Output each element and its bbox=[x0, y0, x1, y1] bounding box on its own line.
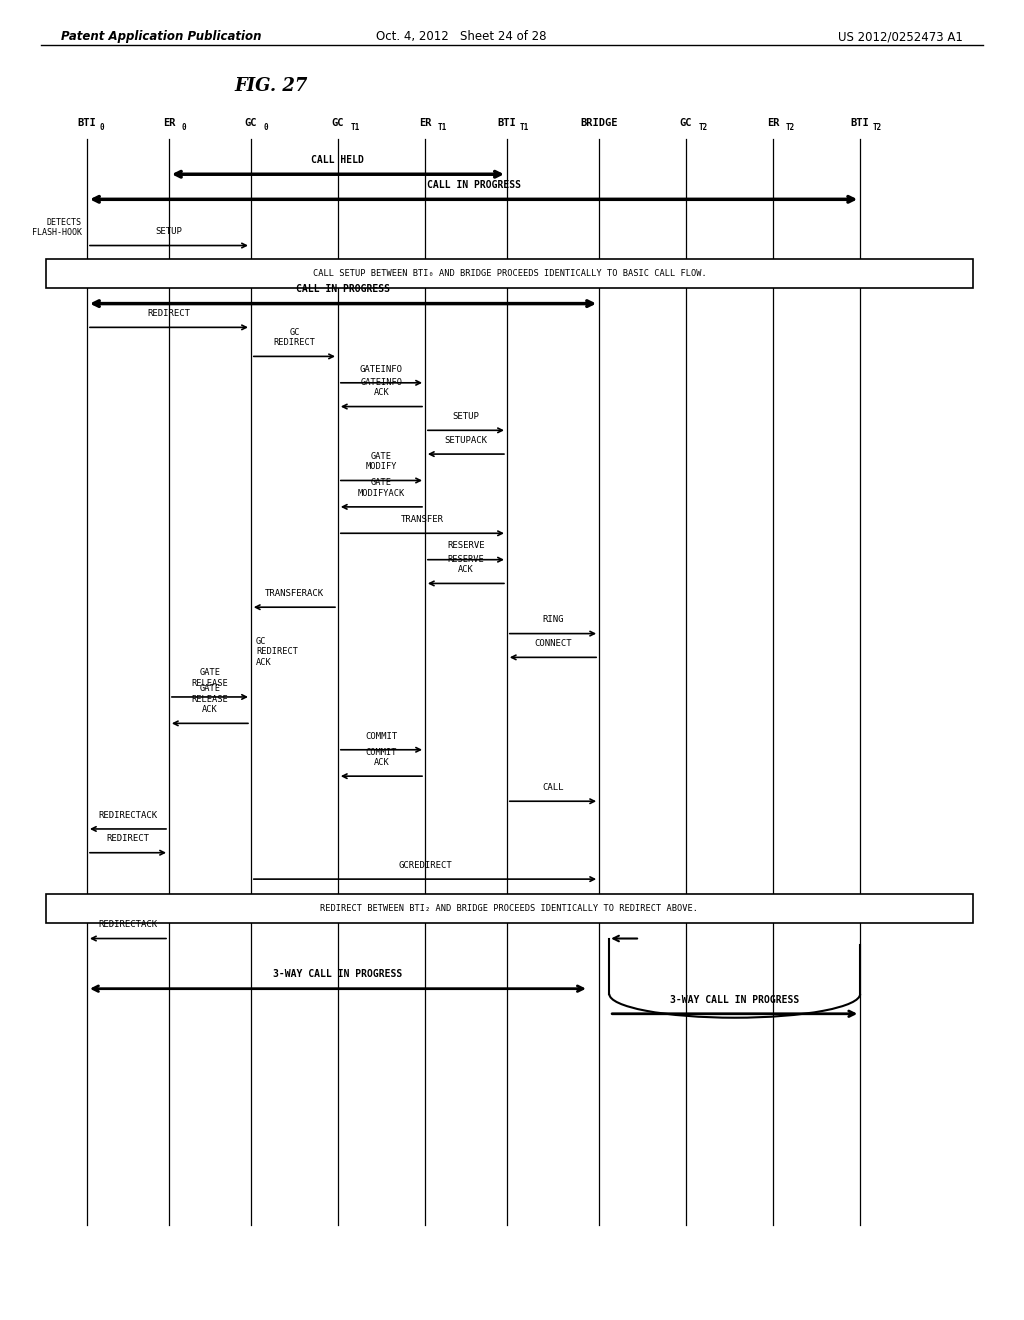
Text: CALL SETUP BETWEEN BTI₀ AND BRIDGE PROCEEDS IDENTICALLY TO BASIC CALL FLOW.: CALL SETUP BETWEEN BTI₀ AND BRIDGE PROCE… bbox=[312, 269, 707, 277]
Text: GATE
RELEASE
ACK: GATE RELEASE ACK bbox=[191, 684, 228, 714]
Text: GC
REDIRECT
ACK: GC REDIRECT ACK bbox=[256, 636, 298, 667]
Text: Patent Application Publication: Patent Application Publication bbox=[61, 30, 262, 44]
Text: RESERVE
ACK: RESERVE ACK bbox=[447, 554, 484, 574]
Text: BTI: BTI bbox=[78, 117, 96, 128]
Text: 3-WAY CALL IN PROGRESS: 3-WAY CALL IN PROGRESS bbox=[273, 969, 402, 979]
Text: COMMIT: COMMIT bbox=[366, 731, 397, 741]
Text: US 2012/0252473 A1: US 2012/0252473 A1 bbox=[838, 30, 963, 44]
Text: BTI: BTI bbox=[498, 117, 516, 128]
Text: T2: T2 bbox=[872, 123, 882, 132]
Text: REDIRECTACK: REDIRECTACK bbox=[98, 920, 158, 929]
Text: GATE
MODIFYACK: GATE MODIFYACK bbox=[357, 478, 406, 498]
Text: GC: GC bbox=[245, 117, 257, 128]
Text: GATE
MODIFY: GATE MODIFY bbox=[366, 451, 397, 471]
Text: 0: 0 bbox=[99, 123, 104, 132]
Text: SETUP: SETUP bbox=[453, 412, 479, 421]
Text: T2: T2 bbox=[698, 123, 708, 132]
Text: TRANSFERACK: TRANSFERACK bbox=[265, 589, 324, 598]
Bar bbox=[46, 259, 973, 288]
Text: RING: RING bbox=[543, 615, 563, 624]
Text: GC: GC bbox=[332, 117, 344, 128]
Text: T1: T1 bbox=[350, 123, 359, 132]
Text: ER: ER bbox=[163, 117, 175, 128]
Text: BRIDGE: BRIDGE bbox=[581, 117, 617, 128]
Text: Oct. 4, 2012   Sheet 24 of 28: Oct. 4, 2012 Sheet 24 of 28 bbox=[376, 30, 546, 44]
Text: SETUPACK: SETUPACK bbox=[444, 436, 487, 445]
Text: DETECTS
FLASH-HOOK: DETECTS FLASH-HOOK bbox=[32, 218, 82, 238]
Text: TRANSFER: TRANSFER bbox=[401, 515, 443, 524]
Text: CALL: CALL bbox=[543, 783, 563, 792]
Text: REDIRECTACK: REDIRECTACK bbox=[98, 810, 158, 820]
Text: T2: T2 bbox=[785, 123, 795, 132]
Text: GATE
RELEASE: GATE RELEASE bbox=[191, 668, 228, 688]
Text: GCREDIRECT: GCREDIRECT bbox=[398, 861, 452, 870]
Text: RESERVE: RESERVE bbox=[447, 541, 484, 550]
Text: CALL IN PROGRESS: CALL IN PROGRESS bbox=[427, 180, 520, 190]
Text: GATEINFO: GATEINFO bbox=[360, 364, 402, 374]
Text: REDIRECT: REDIRECT bbox=[106, 834, 150, 843]
Text: REDIRECT BETWEEN BTI₂ AND BRIDGE PROCEEDS IDENTICALLY TO REDIRECT ABOVE.: REDIRECT BETWEEN BTI₂ AND BRIDGE PROCEED… bbox=[321, 904, 698, 912]
Text: GC
REDIRECT: GC REDIRECT bbox=[273, 327, 315, 347]
Text: T1: T1 bbox=[519, 123, 528, 132]
Text: BTI: BTI bbox=[851, 117, 869, 128]
Bar bbox=[46, 894, 973, 923]
Text: CALL HELD: CALL HELD bbox=[311, 154, 365, 165]
Text: CALL IN PROGRESS: CALL IN PROGRESS bbox=[296, 284, 390, 294]
Text: ER: ER bbox=[767, 117, 779, 128]
Text: GC: GC bbox=[680, 117, 692, 128]
Text: COMMIT
ACK: COMMIT ACK bbox=[366, 747, 397, 767]
Text: REDIRECT: REDIRECT bbox=[147, 309, 190, 318]
Text: ER: ER bbox=[419, 117, 431, 128]
Text: T1: T1 bbox=[437, 123, 446, 132]
Text: 0: 0 bbox=[181, 123, 186, 132]
Text: 0: 0 bbox=[263, 123, 268, 132]
Text: SETUP: SETUP bbox=[156, 227, 182, 236]
Text: GATEINFO
ACK: GATEINFO ACK bbox=[360, 378, 402, 397]
Text: FIG. 27: FIG. 27 bbox=[234, 77, 308, 95]
Text: 3-WAY CALL IN PROGRESS: 3-WAY CALL IN PROGRESS bbox=[670, 994, 800, 1005]
Text: CONNECT: CONNECT bbox=[535, 639, 571, 648]
